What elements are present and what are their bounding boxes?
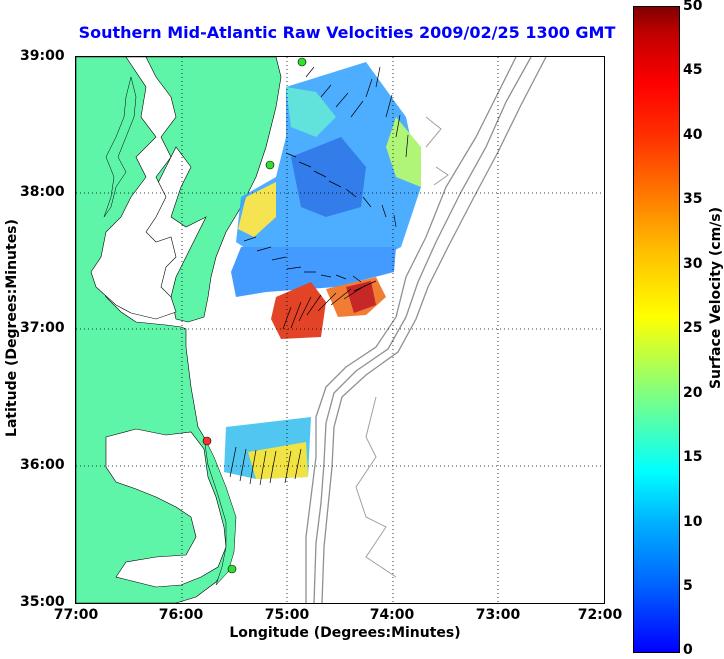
map-svg <box>76 57 604 603</box>
colorbar-tick-label: 25 <box>683 320 703 336</box>
colorbar-tick-label: 5 <box>683 578 693 594</box>
colorbar-tick-label: 50 <box>683 0 703 14</box>
y-tick-label: 36:00 <box>20 457 65 473</box>
colorbar-tick-label: 15 <box>683 449 703 465</box>
x-tick-label: 73:00 <box>475 607 521 623</box>
barrier-island <box>203 436 237 586</box>
x-tick-label: 72:00 <box>577 607 623 623</box>
map-title: Southern Mid-Atlantic Raw Velocities 200… <box>78 23 616 42</box>
x-tick-label: 76:00 <box>158 607 204 623</box>
colorbar-label: Surface Velocity (cm/s) <box>708 206 724 390</box>
colorbar-tick-label: 40 <box>683 127 703 143</box>
y-tick-label: 38:00 <box>20 184 65 200</box>
land <box>76 57 282 603</box>
colorbar-tick-label: 10 <box>683 514 703 530</box>
x-tick-label: 77:00 <box>53 607 99 623</box>
x-tick-label: 75:00 <box>264 607 310 623</box>
x-tick-label: 74:00 <box>369 607 415 623</box>
colorbar-tick-label: 0 <box>683 642 693 658</box>
colorbar <box>633 6 680 653</box>
velocity-arrows <box>229 66 409 486</box>
grid-lines <box>76 57 604 603</box>
hf-radar-station-marker <box>297 57 307 67</box>
sound-water <box>105 428 227 588</box>
colorbar-tick-label: 35 <box>683 191 703 207</box>
colorbar-tick-label: 20 <box>683 385 703 401</box>
colorbar-tick-label: 30 <box>683 256 703 272</box>
bathymetry-contour <box>321 57 547 603</box>
land <box>103 76 137 218</box>
hf-radar-station-marker <box>227 564 237 574</box>
map-plot-area[interactable] <box>75 56 605 604</box>
x-axis-label: Longitude (Degrees:Minutes) <box>229 625 461 641</box>
bathymetry-contour <box>313 57 532 603</box>
y-tick-label: 35:00 <box>20 594 65 610</box>
bathymetry-contour <box>355 396 397 578</box>
colorbar-tick-label: 45 <box>683 62 703 78</box>
bathymetry-contour <box>305 57 517 603</box>
bathymetry-contour <box>425 116 449 186</box>
hf-radar-station-marker <box>202 436 212 446</box>
hf-radar-station-marker <box>265 160 275 170</box>
y-tick-label: 37:00 <box>20 320 65 336</box>
y-axis-label: Latitude (Degrees:Minutes) <box>4 219 20 437</box>
chesapeake-bay <box>90 57 177 320</box>
y-tick-label: 39:00 <box>20 48 65 64</box>
